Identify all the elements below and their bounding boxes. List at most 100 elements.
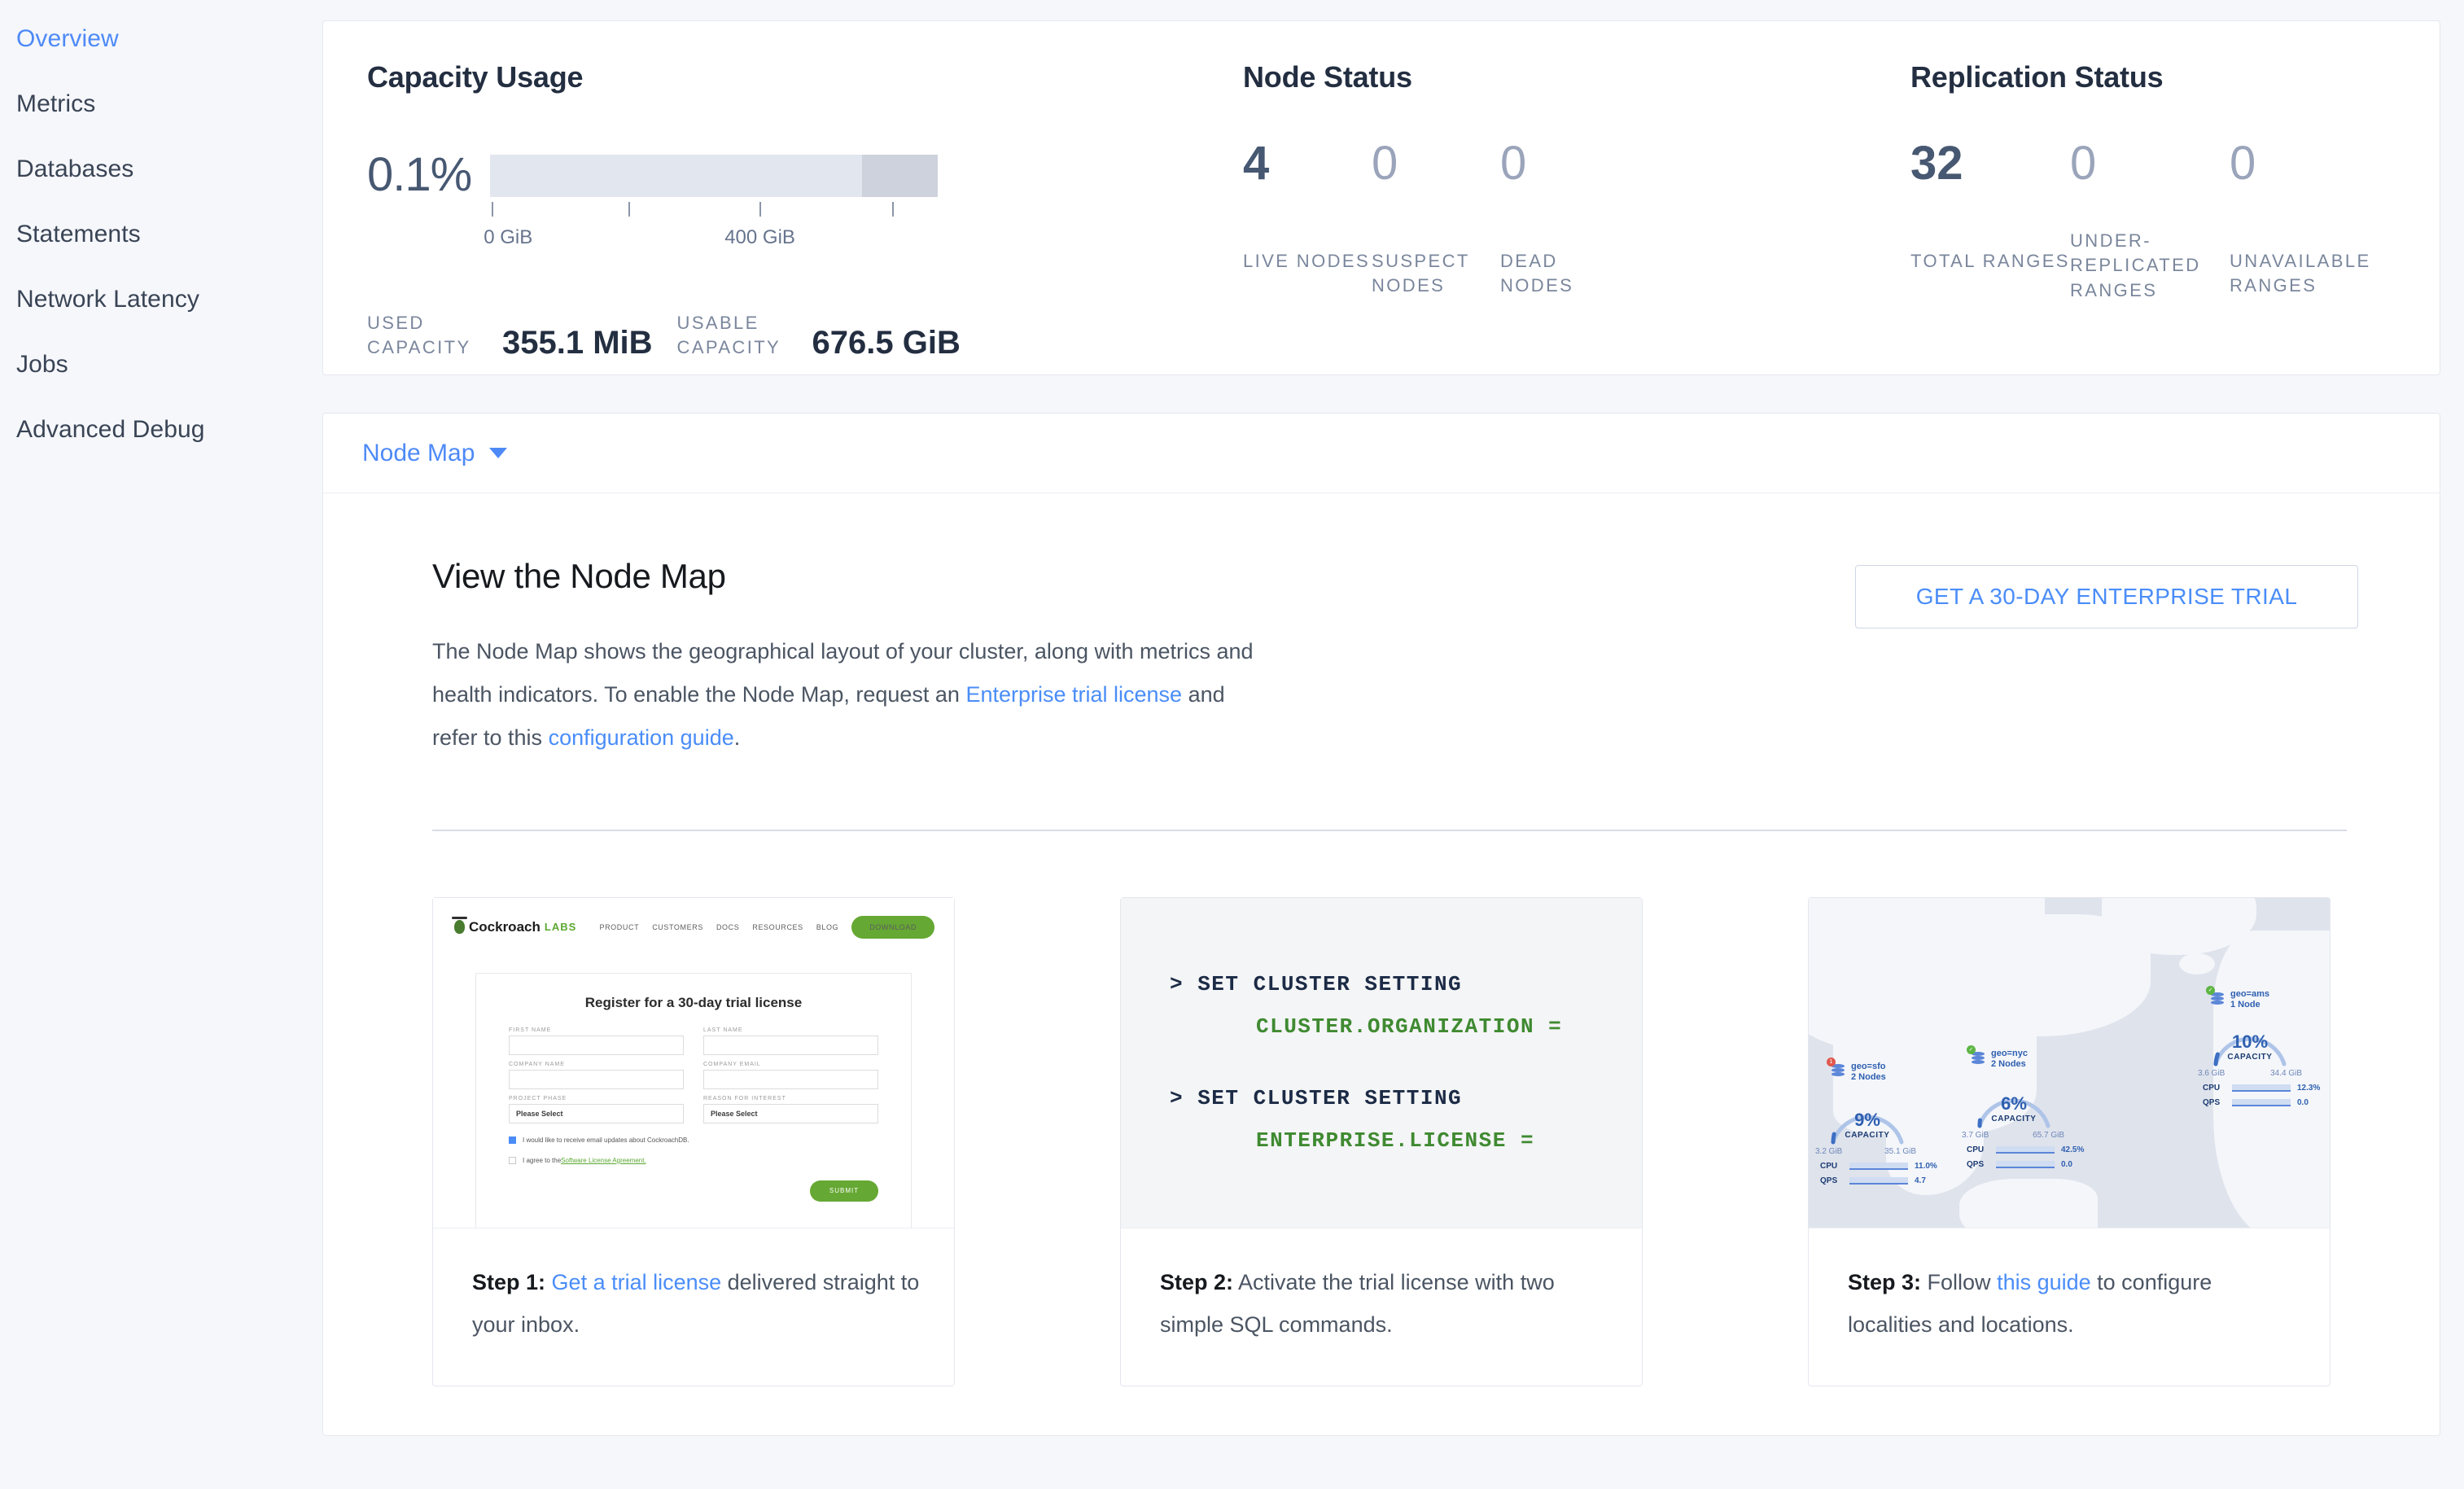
sidebar-item-jobs[interactable]: Jobs xyxy=(0,332,322,397)
suspect-nodes-metric: 0 SUSPECT NODES xyxy=(1372,140,1500,299)
node-map-body: View the Node Map The Node Map shows the… xyxy=(323,493,2440,1435)
unavailable-ranges-metric: 0 UNAVAILABLE RANGES xyxy=(2230,140,2389,303)
sidebar-item-label: Overview xyxy=(16,25,119,52)
get-trial-license-link[interactable]: Get a trial license xyxy=(551,1269,722,1294)
field-label: COMPANY EMAIL xyxy=(703,1061,761,1067)
used-capacity-value: 355.1 MiB xyxy=(502,324,653,361)
total-ranges-label: TOTAL RANGES xyxy=(1910,251,2070,271)
capacity-gauge-nyc: 6% CAPACITY xyxy=(1973,1075,2055,1129)
field-label: COMPANY NAME xyxy=(509,1061,565,1067)
total-ranges-value: 32 xyxy=(1910,137,1963,190)
qps-metric-nyc: QPS 0.0 xyxy=(1967,1160,2072,1169)
get-enterprise-trial-button[interactable]: GET A 30-DAY ENTERPRISE TRIAL xyxy=(1855,565,2358,628)
locality-nodes: 2 Nodes xyxy=(1851,1072,1886,1083)
step-1-media: Cockroach LABS PRODUCT CUSTOMERS DOCS RE… xyxy=(433,897,954,1228)
field-label: FIRST NAME xyxy=(509,1027,552,1033)
capacity-used-ams: 3.6 GiB xyxy=(2198,1068,2225,1078)
sidebar-item-statements[interactable]: Statements xyxy=(0,202,322,267)
capacity-percent-sfo: 9% xyxy=(1854,1109,1880,1130)
nav-link: BLOG xyxy=(816,922,839,931)
software-license-agreement-link: Software License Agreement. xyxy=(561,1156,646,1164)
cockroach-labs-logo: Cockroach LABS xyxy=(452,917,576,935)
cpu-value-ams: 12.3% xyxy=(2297,1083,2321,1093)
field-last-name: LAST NAME xyxy=(703,1027,878,1055)
capacity-sizes-nyc: 3.7 GiB 65.7 GiB xyxy=(1962,1131,2064,1140)
nav-link: DOCS xyxy=(716,922,740,931)
capacity-total-ams: 34.4 GiB xyxy=(2270,1068,2302,1078)
replication-status-section: Replication Status 32 TOTAL RANGES 0 UND… xyxy=(1902,21,2440,374)
chevron-down-icon[interactable] xyxy=(489,448,508,458)
step-1-prefix: Step 1: xyxy=(472,1269,546,1294)
sidebar-item-databases[interactable]: Databases xyxy=(0,137,322,202)
capacity-axis-labels: 0 GiB 400 GiB xyxy=(484,226,938,248)
cpu-sparkline-icon xyxy=(2232,1084,2291,1092)
desc-text-2: and refer to this xyxy=(432,681,1225,750)
node-map-description: The Node Map shows the geographical layo… xyxy=(432,630,1254,760)
sidebar-item-metrics[interactable]: Metrics xyxy=(0,72,322,137)
cpu-label-ams: CPU xyxy=(2203,1083,2221,1093)
status-badge-ok: ✓ xyxy=(2206,985,2215,995)
locality-nodes: 2 Nodes xyxy=(1991,1059,2026,1070)
configuration-guide-link[interactable]: configuration guide xyxy=(548,725,734,750)
cpu-label-nyc: CPU xyxy=(1967,1145,1985,1154)
sidebar-nav: Overview Metrics Databases Statements Ne… xyxy=(0,0,322,1489)
sidebar-item-overview[interactable]: Overview xyxy=(0,7,322,72)
tab-node-map[interactable]: Node Map xyxy=(362,440,508,467)
usable-capacity-label: USABLE CAPACITY xyxy=(676,313,781,358)
unavailable-ranges-label: UNAVAILABLE RANGES xyxy=(2230,251,2371,296)
dead-nodes-metric: 0 DEAD NODES xyxy=(1500,140,1629,299)
under-replicated-ranges-value: 0 xyxy=(2070,137,2097,190)
main-content: Capacity Usage 0.1% xyxy=(322,0,2464,1489)
suspect-nodes-label: SUSPECT NODES xyxy=(1372,251,1470,296)
landmass-south-america xyxy=(1959,1178,2098,1228)
field-input xyxy=(509,1069,684,1089)
replication-status-title: Replication Status xyxy=(1910,60,2164,94)
capacity-bar-wrap: 0 GiB 400 GiB xyxy=(484,143,939,248)
locality-label-sfo: geo=sfo 2 Nodes xyxy=(1851,1062,1886,1084)
this-guide-link[interactable]: this guide xyxy=(1997,1269,2091,1294)
sidebar-item-label: Jobs xyxy=(16,351,68,378)
capacity-percent-ams: 10% xyxy=(2231,1031,2269,1052)
step-2-prefix: Step 2: xyxy=(1160,1269,1234,1294)
nav-link: PRODUCT xyxy=(599,922,640,931)
under-replicated-ranges-label: UNDER-REPLICATED RANGES xyxy=(2070,230,2201,300)
field-label: PROJECT PHASE xyxy=(509,1095,567,1101)
usable-capacity-stat: USABLE CAPACITY 676.5 GiB xyxy=(677,311,961,361)
checkbox-icon xyxy=(509,1136,516,1144)
field-input xyxy=(509,1035,684,1055)
code-line: > SET CLUSTER SETTING xyxy=(1170,972,1463,997)
locality-label-nyc: geo=nyc 2 Nodes xyxy=(1991,1049,2028,1071)
email-updates-label: I would like to receive email updates ab… xyxy=(523,1136,689,1144)
qps-label-nyc: QPS xyxy=(1967,1159,1985,1169)
sidebar-item-label: Network Latency xyxy=(16,286,199,313)
form-fields-grid: FIRST NAME LAST NAME COMPA xyxy=(509,1027,878,1123)
gauge-arc-icon xyxy=(2213,1036,2287,1066)
dead-nodes-value: 0 xyxy=(1500,137,1527,190)
node-map-intro-row: View the Node Map The Node Map shows the… xyxy=(432,557,2358,760)
crl-navbar: Cockroach LABS PRODUCT CUSTOMERS DOCS RE… xyxy=(433,898,954,939)
qps-label-ams: QPS xyxy=(2203,1097,2221,1107)
dead-nodes-label: DEAD NODES xyxy=(1500,251,1574,296)
capacity-caption-ams: CAPACITY xyxy=(2227,1052,2273,1062)
sidebar-item-label: Databases xyxy=(16,155,134,182)
step-card-3: 1 geo=sfo 2 Nodes xyxy=(1808,896,2331,1386)
cpu-label-sfo: CPU xyxy=(1820,1161,1838,1171)
cluster-summary-card: Capacity Usage 0.1% xyxy=(322,20,2440,375)
field-company-name: COMPANY NAME xyxy=(509,1062,684,1089)
sidebar-item-network-latency[interactable]: Network Latency xyxy=(0,267,322,332)
step-1-rest: delivered straight to your inbox. xyxy=(472,1269,920,1338)
replication-status-metrics: 32 TOTAL RANGES 0 UNDER-REPLICATED RANGE… xyxy=(1910,140,2440,303)
step-3-media: 1 geo=sfo 2 Nodes xyxy=(1809,897,2330,1228)
enterprise-trial-license-link[interactable]: Enterprise trial license xyxy=(965,681,1183,707)
sidebar-item-advanced-debug[interactable]: Advanced Debug xyxy=(0,397,322,462)
axis-tick xyxy=(492,202,494,217)
qps-metric-sfo: QPS 4.7 xyxy=(1820,1176,1926,1185)
landmass-europe-africa xyxy=(2213,930,2330,1228)
capacity-percent-nyc: 6% xyxy=(2001,1093,2027,1114)
node-stack-icon xyxy=(1972,1051,1985,1066)
capacity-bar-reserved-segment xyxy=(861,155,939,197)
sidebar-item-label: Metrics xyxy=(16,90,96,117)
form-title: Register for a 30-day trial license xyxy=(584,994,803,1010)
status-badge-warn: 1 xyxy=(1827,1057,1836,1066)
